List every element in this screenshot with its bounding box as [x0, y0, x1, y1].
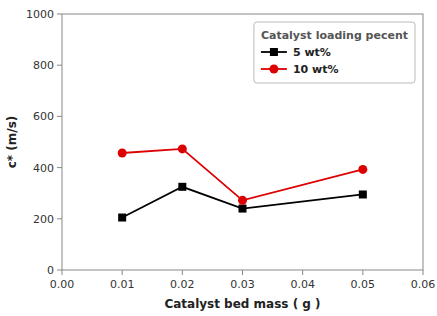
x-tick-label: 0.02 — [170, 278, 195, 291]
point — [178, 144, 187, 153]
y-axis-label: c* (m/s) — [5, 116, 19, 169]
x-tick — [302, 270, 303, 275]
x-tick-label: 0.05 — [351, 278, 376, 291]
legend-box — [254, 22, 415, 83]
x-axis-label: Catalyst bed mass ( g ) — [164, 297, 320, 311]
plot-frame — [62, 14, 423, 270]
y-tick — [57, 270, 62, 271]
point — [239, 205, 247, 213]
point — [178, 183, 186, 191]
legend: Catalyst loading pecent 5 wt% 10 wt% — [254, 22, 415, 83]
legend-title: Catalyst loading pecent — [261, 29, 408, 42]
x-tick-label: 0.01 — [110, 278, 135, 291]
x-tick — [122, 270, 123, 275]
legend-label: 5 wt% — [293, 46, 331, 59]
y-tick-label: 200 — [33, 213, 54, 226]
y-tick-label: 600 — [33, 110, 54, 123]
series-line — [122, 187, 363, 218]
legend-marker — [269, 65, 278, 74]
x-tick-label: 0.00 — [50, 278, 75, 291]
series-line — [122, 149, 363, 200]
y-tick — [57, 167, 62, 168]
x-tick-label: 0.03 — [230, 278, 255, 291]
point — [118, 149, 127, 158]
point — [118, 214, 126, 222]
point — [358, 165, 367, 174]
y-tick — [57, 65, 62, 66]
x-tick — [182, 270, 183, 275]
y-tick-label: 800 — [33, 59, 54, 72]
y-tick — [57, 218, 62, 219]
legend-label: 10 wt% — [293, 63, 339, 76]
x-tick — [423, 270, 424, 275]
x-tick — [362, 270, 363, 275]
point — [359, 190, 367, 198]
y-tick-label: 1000 — [26, 8, 54, 21]
legend-marker — [270, 48, 278, 56]
point — [238, 196, 247, 205]
y-tick — [57, 14, 62, 15]
y-tick-label: 0 — [47, 264, 54, 277]
y-tick — [57, 116, 62, 117]
x-tick-label: 0.06 — [411, 278, 436, 291]
data-group — [118, 144, 368, 221]
chart: 0 200 400 600 800 1000 0.00 0.01 0.02 0.03 0.04 0.0… — [0, 0, 437, 316]
x-tick — [62, 270, 63, 275]
x-tick-label: 0.04 — [290, 278, 315, 291]
x-tick — [242, 270, 243, 275]
y-tick-label: 400 — [33, 162, 54, 175]
